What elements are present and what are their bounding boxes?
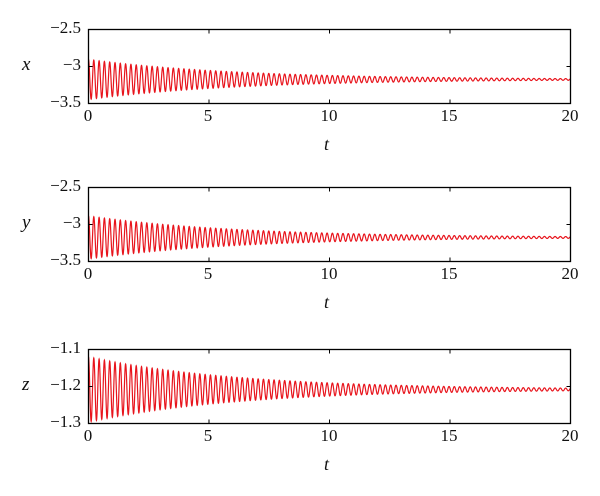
x-tick-label: 20 (561, 106, 579, 125)
data-line (87, 59, 571, 101)
x-tick-label: 20 (561, 426, 579, 445)
subplot-y: y −2.5 −3 −3.5 0 5 10 15 20 t (0, 158, 600, 318)
y-tick-label: −1.2 (50, 375, 81, 394)
x-tick-label: 5 (203, 264, 213, 283)
y-tick-label: −3 (62, 213, 81, 232)
y-tick-label: −3.5 (50, 92, 81, 111)
x-axis-label: t (324, 454, 330, 474)
x-tick-label: 0 (83, 264, 93, 283)
y-axis-label: y (22, 212, 31, 233)
x-tick-label: 5 (203, 426, 213, 445)
subplot-z: z −1.1 −1.2 −1.3 0 5 10 15 20 t (0, 320, 600, 496)
y-tick-label: −1.1 (50, 338, 81, 357)
x-tick-label: 15 (440, 426, 458, 445)
data-line (87, 215, 571, 260)
axes-frame (87, 28, 572, 105)
x-tick-label: 20 (561, 264, 579, 283)
x-tick-label: 10 (320, 426, 338, 445)
plot-area-x (87, 28, 572, 105)
x-tick-label: 10 (320, 106, 338, 125)
x-axis-label: t (324, 134, 330, 154)
plot-area-z (87, 348, 572, 425)
y-tick-label: −3 (62, 55, 81, 74)
x-tick-label: 10 (320, 264, 338, 283)
y-axis-label: x (22, 54, 31, 75)
x-tick-label: 0 (83, 426, 93, 445)
x-tick-label: 15 (440, 106, 458, 125)
y-tick-label: −1.3 (50, 412, 81, 431)
x-axis-label: t (324, 292, 330, 312)
x-tick-label: 0 (83, 106, 93, 125)
subplot-x: x −2.5 −3 −3.5 0 5 10 15 20 t (0, 0, 600, 160)
y-tick-label: −3.5 (50, 250, 81, 269)
x-tick-label: 15 (440, 264, 458, 283)
y-tick-label: −2.5 (50, 18, 81, 37)
y-tick-label: −2.5 (50, 176, 81, 195)
x-tick-label: 5 (203, 106, 213, 125)
plot-area-y (87, 186, 572, 263)
y-axis-label: z (22, 374, 30, 395)
axes-frame (87, 348, 572, 425)
data-line (87, 356, 571, 424)
